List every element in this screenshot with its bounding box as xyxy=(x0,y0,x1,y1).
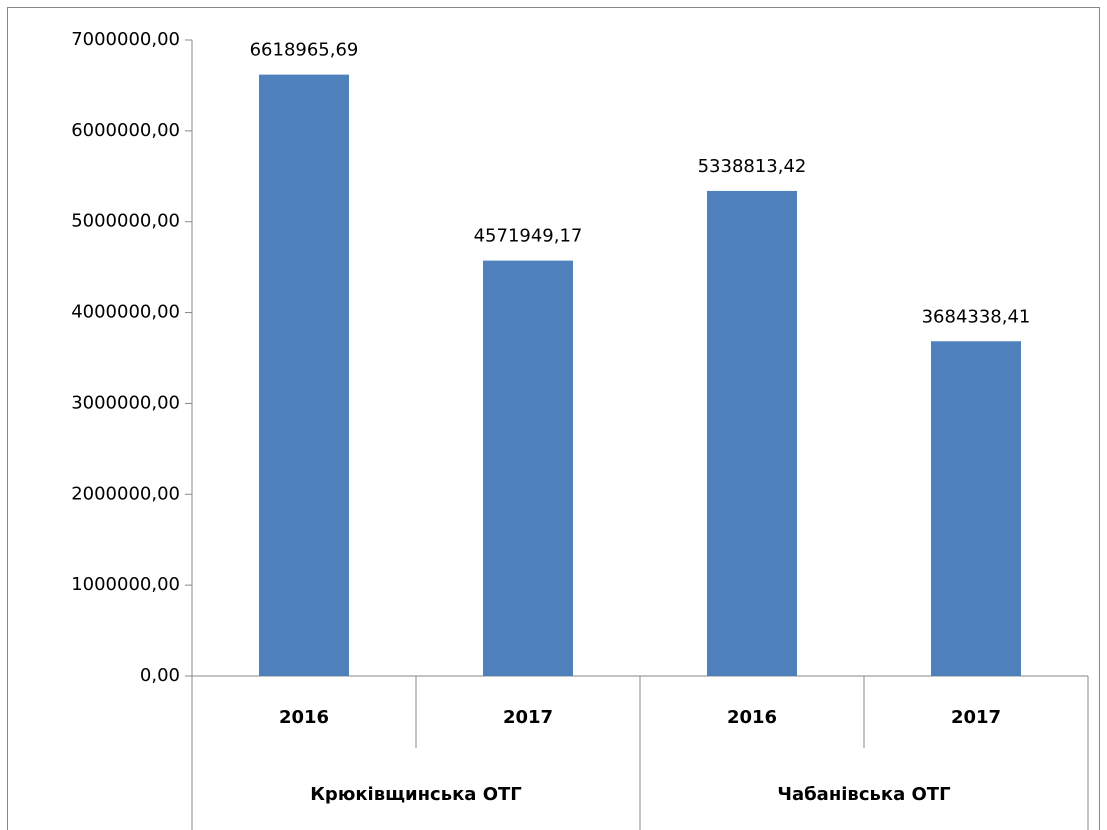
x-tick-label: 2016 xyxy=(727,707,777,728)
bar xyxy=(931,341,1021,676)
x-tick-label: 2017 xyxy=(503,707,553,728)
bar xyxy=(707,190,797,676)
y-tick-label: 0,00 xyxy=(140,665,180,686)
x-tick-label: 2016 xyxy=(279,707,329,728)
y-tick-label: 2000000,00 xyxy=(71,483,180,504)
y-tick-label: 4000000,00 xyxy=(71,302,180,323)
y-tick-label: 3000000,00 xyxy=(71,392,180,413)
data-label: 4571949,17 xyxy=(474,226,583,247)
chart-frame xyxy=(7,7,1100,830)
y-tick-label: 6000000,00 xyxy=(71,120,180,141)
data-label: 3684338,41 xyxy=(922,306,1031,327)
data-label: 6618965,69 xyxy=(250,40,359,61)
group-label: Крюківщинська ОТГ xyxy=(310,784,522,805)
x-tick-label: 2017 xyxy=(951,707,1001,728)
group-label: Чабанівська ОТГ xyxy=(777,784,950,805)
y-tick-label: 5000000,00 xyxy=(71,211,180,232)
y-tick-label: 7000000,00 xyxy=(71,29,180,50)
bar xyxy=(483,260,573,676)
data-label: 5338813,42 xyxy=(698,156,807,177)
bar xyxy=(259,74,349,676)
y-tick-label: 1000000,00 xyxy=(71,574,180,595)
